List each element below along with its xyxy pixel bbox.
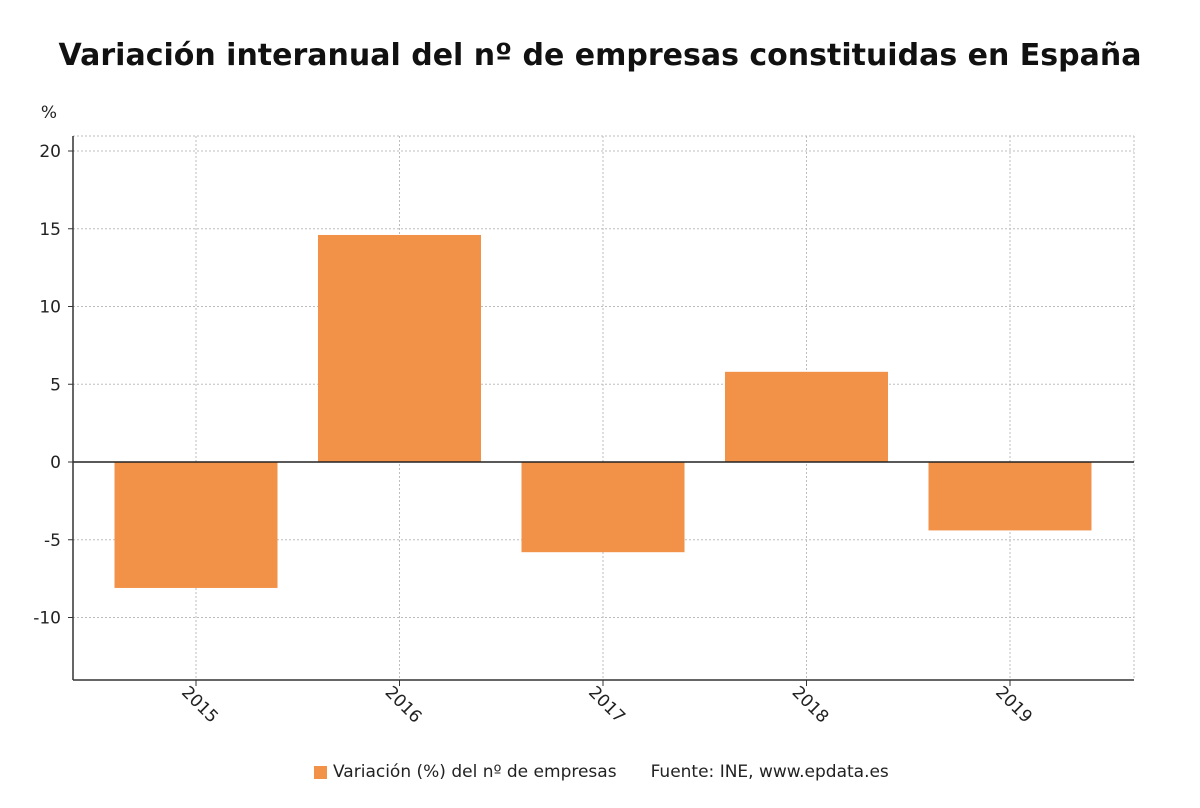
- bar-2019: [928, 462, 1092, 531]
- y-tick-label: -5: [44, 531, 61, 551]
- bar-2018: [725, 371, 888, 462]
- legend-swatch: [314, 765, 327, 779]
- legend-series-label: Variación (%) del nº de empresas: [333, 762, 617, 782]
- bars-layer: [114, 234, 1092, 588]
- y-axis-unit: %: [41, 103, 57, 123]
- y-tick-label: 5: [50, 375, 61, 395]
- x-tick-label-2016: 2016: [381, 683, 426, 728]
- chart-title: Variación interanual del nº de empresas …: [58, 38, 1142, 73]
- axes-layer: [68, 136, 1134, 686]
- y-tick-label: 15: [39, 220, 61, 240]
- grid-layer: [73, 135, 1135, 680]
- x-tick-label-2017: 2017: [584, 683, 629, 728]
- bar-2017: [521, 462, 685, 553]
- y-tick-label: -10: [33, 609, 61, 629]
- x-tick-label-2018: 2018: [788, 683, 833, 728]
- y-tick-label: 20: [39, 142, 61, 162]
- bar-2016: [318, 234, 481, 462]
- x-tick-label-2019: 2019: [991, 683, 1036, 728]
- x-tick-label-2015: 2015: [177, 683, 222, 728]
- source-note: Fuente: INE, www.epdata.es: [650, 762, 889, 782]
- bar-2015: [114, 462, 278, 588]
- legend: Variación (%) del nº de empresas Fuente:…: [314, 760, 889, 784]
- y-tick-label: 10: [39, 298, 61, 318]
- y-tick-label: 0: [50, 453, 61, 473]
